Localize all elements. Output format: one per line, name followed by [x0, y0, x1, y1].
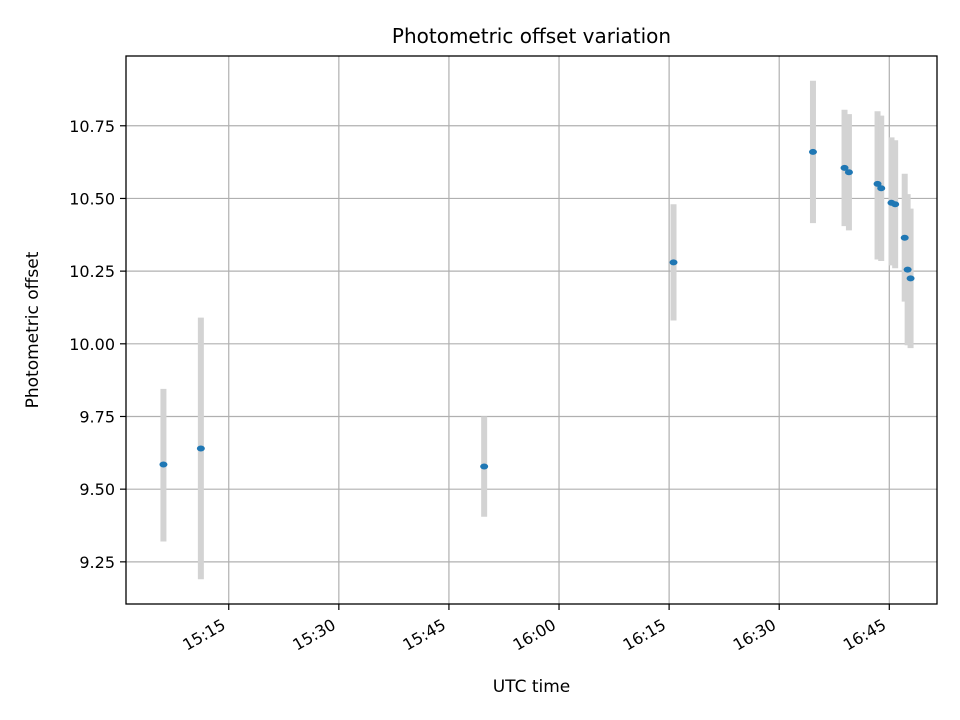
data-point [903, 266, 912, 273]
x-tick-label: 16:15 [620, 615, 669, 655]
y-tick-label: 10.75 [69, 117, 115, 136]
chart-title: Photometric offset variation [392, 24, 671, 48]
data-point [669, 259, 678, 266]
y-tick-label: 10.50 [69, 189, 115, 208]
y-tick-label: 9.25 [79, 553, 115, 572]
data-point [844, 169, 853, 176]
data-point [877, 185, 886, 192]
error-bars [160, 80, 914, 580]
y-tick-label: 9.75 [79, 407, 115, 426]
x-tick-label: 16:00 [510, 615, 559, 655]
axis-ticks: 15:15 15:30 15:45 16:00 16:15 16:30 16:45 9.25 9… [69, 117, 890, 655]
x-tick-label: 16:45 [840, 615, 889, 655]
x-tick-label: 15:45 [400, 615, 449, 655]
y-axis-title: Photometric offset [23, 251, 43, 408]
data-point [159, 461, 168, 468]
data-point [196, 445, 205, 452]
x-tick-label: 15:30 [289, 615, 338, 655]
y-tick-label: 9.50 [79, 480, 115, 499]
data-point [480, 463, 489, 470]
data-point [840, 164, 849, 171]
data-point [808, 148, 817, 155]
y-tick-label: 10.00 [69, 335, 115, 354]
data-point [906, 275, 915, 282]
data-point [873, 180, 882, 187]
data-point [891, 201, 900, 208]
x-tick-label: 16:30 [730, 615, 779, 655]
data-point [900, 234, 909, 241]
grid [126, 56, 937, 604]
y-tick-label: 10.25 [69, 262, 115, 281]
x-tick-label: 15:15 [179, 615, 228, 655]
data-points [159, 148, 915, 470]
plot-frame [125, 55, 938, 605]
x-axis-title: UTC time [493, 677, 571, 697]
